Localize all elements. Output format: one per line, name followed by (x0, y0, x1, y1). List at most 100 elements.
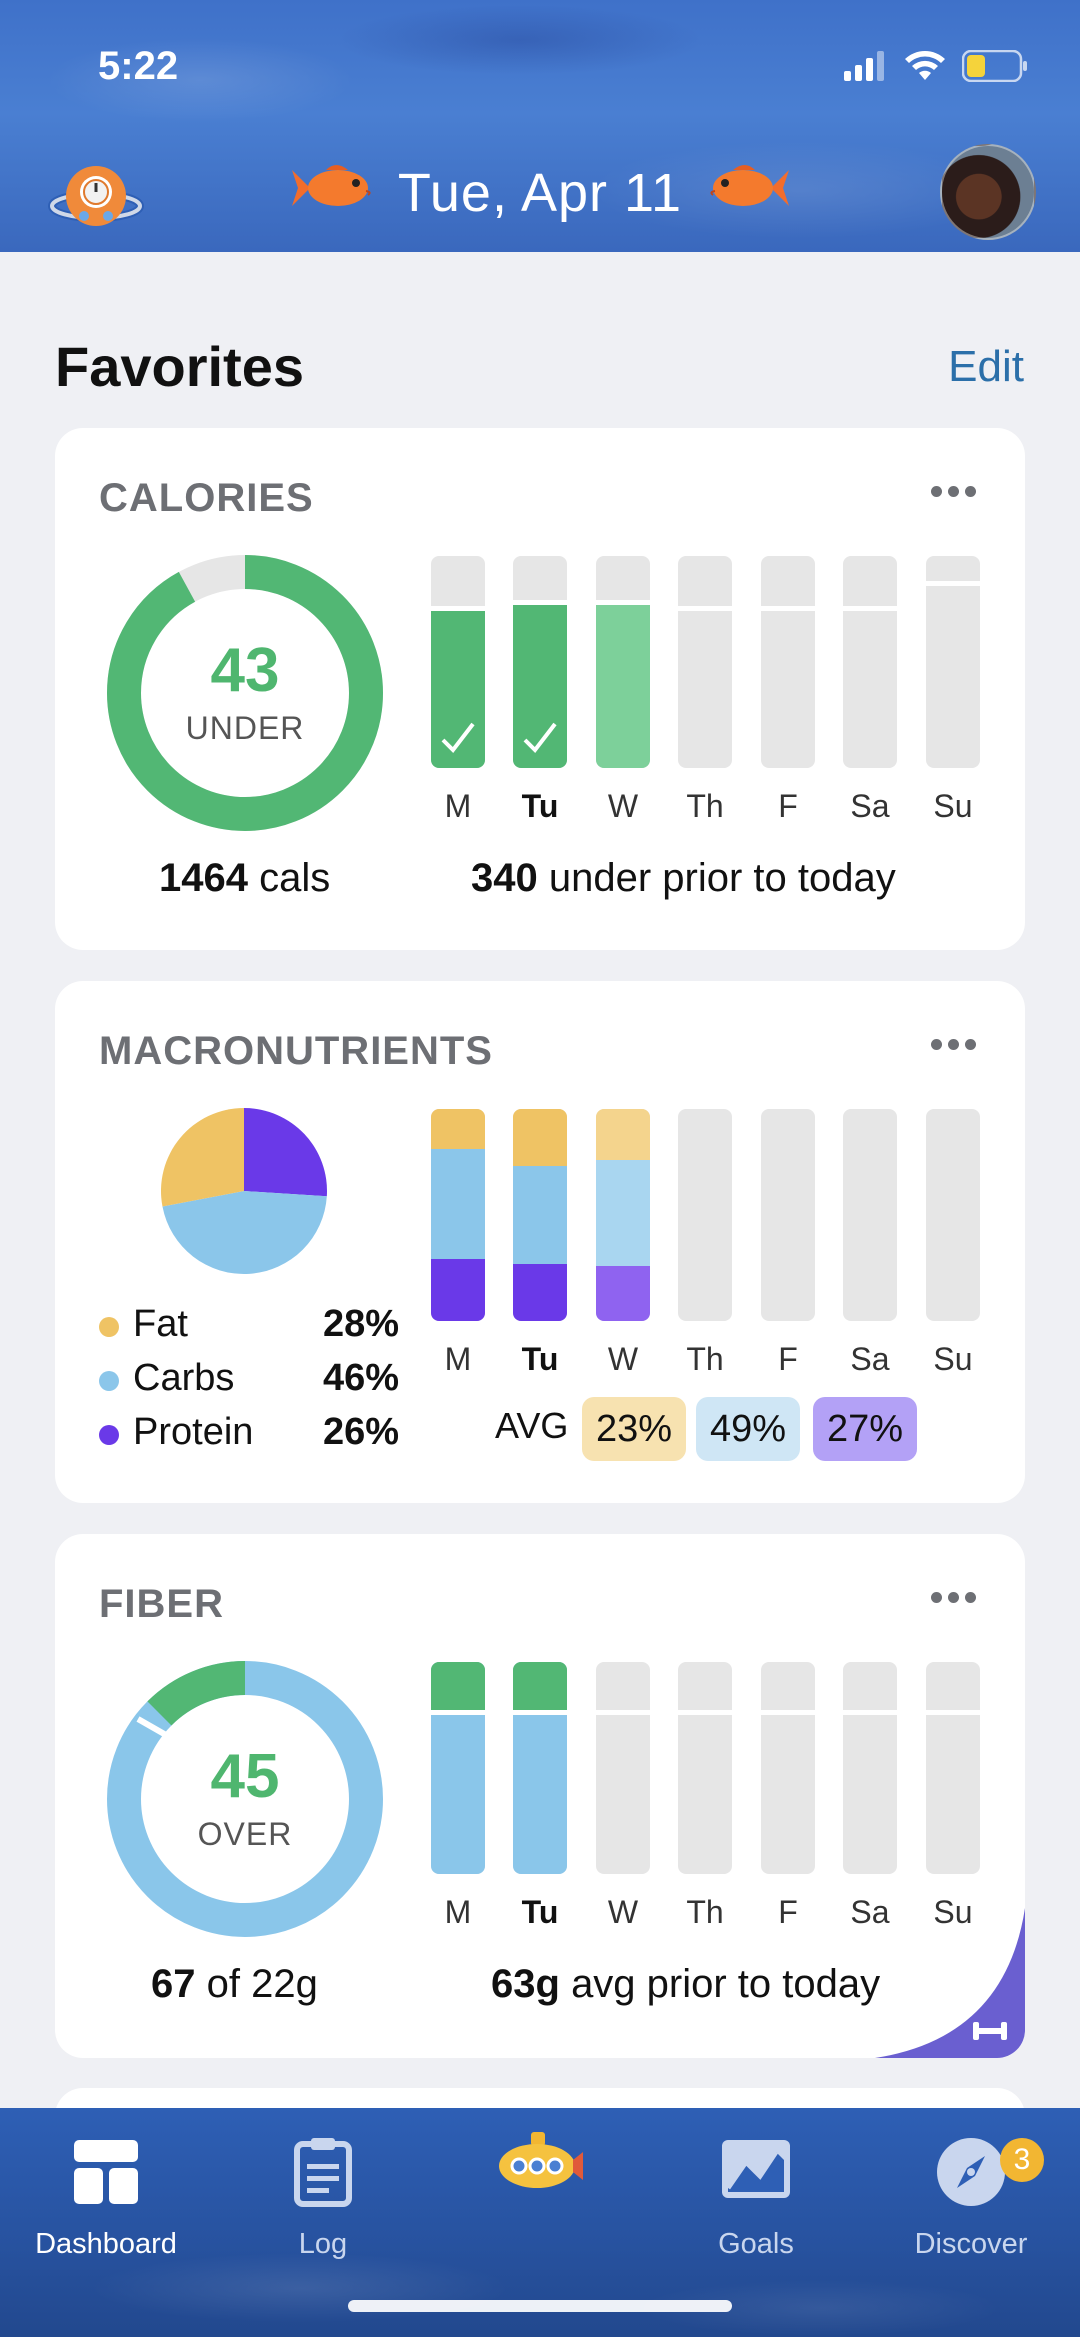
compass-icon (937, 2138, 1005, 2206)
day-bar[interactable] (843, 1662, 897, 1874)
fiber-prior-text: avg prior to today (571, 1962, 881, 2006)
card-title: CALORIES (99, 476, 314, 520)
fiber-card[interactable]: FIBER 45 OVER M Tu W Th F Sa Su 67 of 22g 63g … (55, 1534, 1025, 2058)
submarine-icon (499, 2132, 583, 2188)
goal-line (596, 1710, 650, 1715)
tab-log[interactable]: Log (233, 2122, 413, 2272)
scale-app-icon[interactable] (48, 158, 144, 238)
day-bar[interactable] (926, 1109, 980, 1321)
avg-fat-pill: 23% (582, 1397, 686, 1461)
edit-button[interactable]: Edit (948, 342, 1024, 391)
goldfish-icon (292, 165, 371, 206)
legend-fat: Fat 28% (99, 1303, 399, 1347)
day-bar[interactable] (678, 556, 732, 768)
protein-dot-icon (99, 1425, 119, 1445)
goal-line (761, 606, 815, 611)
day-label: Sa (850, 1341, 890, 1377)
cellular-signal-icon (844, 51, 884, 81)
day-bar[interactable] (431, 1109, 485, 1321)
card-title: FIBER (99, 1582, 224, 1626)
day-bar[interactable] (431, 1662, 485, 1874)
macronutrients-card[interactable]: MACRONUTRIENTS Fat 28% Carbs 46% Protein… (55, 981, 1025, 1503)
goal-line (678, 1710, 732, 1715)
macro-weekly-bars: M Tu W Th F Sa Su (431, 1109, 991, 1377)
carbs-dot-icon (99, 1371, 119, 1391)
day-label: W (607, 788, 639, 824)
fiber-over-value: 45 (210, 1742, 280, 1811)
tab-label: Discover (914, 2228, 1028, 2260)
day-bar[interactable] (513, 556, 567, 768)
calorie-fill (596, 605, 650, 768)
more-options-icon[interactable] (931, 486, 977, 500)
profile-avatar[interactable] (940, 144, 1036, 240)
more-options-icon[interactable] (931, 1039, 977, 1053)
date-selector[interactable]: Tue, Apr 11 (0, 150, 1080, 240)
calories-ring (107, 555, 383, 831)
day-label: M (444, 1341, 472, 1377)
day-bar[interactable] (596, 1109, 650, 1321)
card-title: MACRONUTRIENTS (99, 1029, 493, 1073)
goal-line (843, 606, 897, 611)
day-bar[interactable] (761, 1109, 815, 1321)
calories-prior-text: under prior to today (548, 856, 896, 900)
day-bar[interactable] (678, 1109, 732, 1321)
day-label: Tu (521, 1894, 559, 1930)
day-bar[interactable] (843, 1109, 897, 1321)
day-label: Tu (521, 1341, 559, 1377)
day-bar[interactable] (678, 1662, 732, 1874)
fiber-ring-center: 45 OVER (145, 1746, 345, 1853)
checkmark-icon (441, 722, 475, 754)
legend-carbs: Carbs 46% (99, 1357, 399, 1401)
goal-line (513, 1710, 567, 1715)
calories-prior-value: 340 (471, 856, 538, 900)
carbs-segment (431, 1149, 485, 1259)
bottom-tab-bar: Dashboard Log Goals (0, 2108, 1080, 2337)
day-label: Su (933, 1894, 973, 1930)
tab-center-submarine[interactable] (450, 2122, 630, 2272)
goal-line (926, 1710, 980, 1715)
status-icons (844, 50, 1028, 82)
more-options-icon[interactable] (931, 1592, 977, 1606)
day-bar[interactable] (843, 556, 897, 768)
day-bar[interactable] (926, 556, 980, 768)
tab-discover[interactable]: Discover (881, 2122, 1061, 2272)
fiber-total-value: 67 (151, 1962, 196, 2006)
goal-line (843, 1710, 897, 1715)
day-bar[interactable] (513, 1109, 567, 1321)
premium-corner-badge[interactable] (875, 1908, 1025, 2058)
day-bar[interactable] (513, 1662, 567, 1874)
calories-card[interactable]: CALORIES 43 UNDER M Tu W Th F Sa Su 1464 cals … (55, 428, 1025, 950)
current-date[interactable]: Tue, Apr 11 (397, 163, 683, 223)
tab-dashboard[interactable]: Dashboard (16, 2122, 196, 2272)
fiber-total-text: of 22g (206, 1962, 318, 2006)
fiber-over-label: OVER (197, 1816, 293, 1852)
day-bar[interactable] (761, 556, 815, 768)
day-label: Th (686, 1341, 724, 1377)
fat-segment (596, 1109, 650, 1160)
avg-label: AVG (495, 1405, 569, 1446)
goal-line (431, 1710, 485, 1715)
goal-line (596, 600, 650, 605)
day-bar[interactable] (596, 1662, 650, 1874)
day-bar[interactable] (926, 1662, 980, 1874)
day-bar[interactable] (596, 556, 650, 768)
home-indicator (348, 2300, 732, 2312)
pie-slice-carbs (162, 1191, 327, 1274)
legend-value: 28% (322, 1303, 399, 1345)
day-label: Tu (521, 788, 559, 824)
day-bar[interactable] (761, 1662, 815, 1874)
day-bar[interactable] (431, 556, 485, 768)
day-label: F (778, 1341, 798, 1377)
day-label: W (607, 1894, 639, 1930)
day-label: Th (686, 1894, 724, 1930)
tab-goals[interactable]: Goals (666, 2122, 846, 2272)
pie-slice-fat (161, 1108, 244, 1207)
battery-icon (962, 50, 1027, 82)
legend-label: Carbs (133, 1357, 235, 1399)
calories-remaining-label: UNDER (185, 710, 305, 746)
avg-protein-pill: 27% (813, 1397, 917, 1461)
day-label: Sa (850, 788, 890, 824)
day-label: F (778, 788, 798, 824)
fiber-weekly-bars: M Tu W Th F Sa Su (431, 1662, 991, 1930)
goal-line (513, 600, 567, 605)
